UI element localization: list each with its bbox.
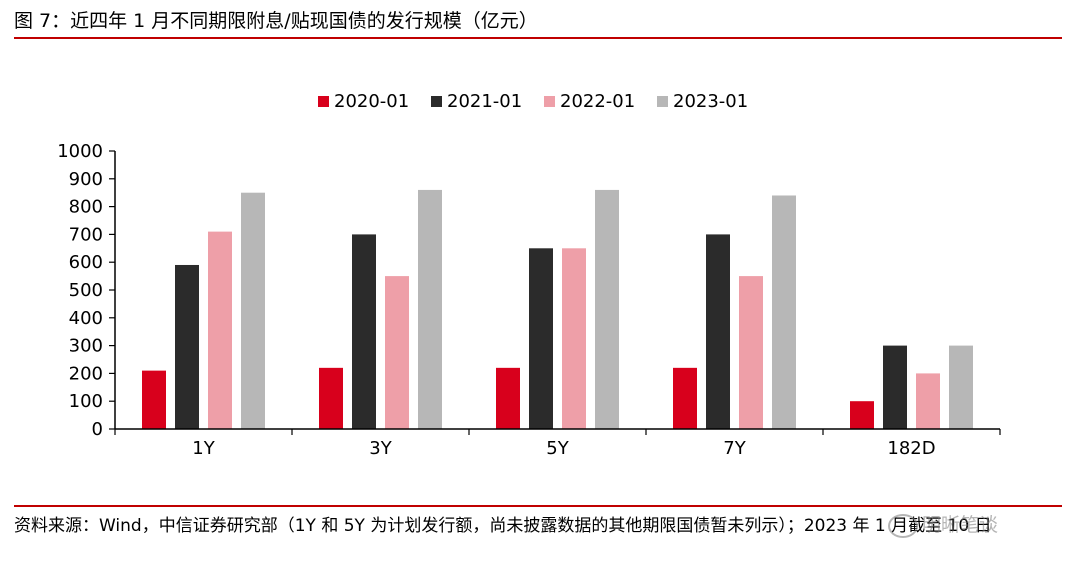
legend-label: 2023-01 [673, 91, 748, 112]
bars [142, 189, 973, 429]
legend-swatch [544, 96, 555, 107]
bar [739, 276, 763, 429]
bar-chart: 2020-01 2021-01 2022-01 2023-01 0 100 200 300 4… [57, 91, 1001, 459]
bar [352, 234, 376, 429]
y-tick-label: 900 [69, 169, 103, 190]
wechat-icon [888, 513, 918, 538]
x-tick-label: 7Y [723, 438, 746, 459]
bar [916, 373, 940, 429]
source-rule [14, 505, 1062, 507]
x-tick-label: 182D [887, 438, 935, 459]
bar [241, 192, 265, 429]
y-tick-label: 200 [69, 363, 103, 384]
bar [949, 345, 973, 429]
title-rule [14, 37, 1062, 39]
y-tick-label: 300 [69, 336, 103, 357]
y-tick-label: 800 [69, 197, 103, 218]
y-tick-label: 600 [69, 252, 103, 273]
bar [496, 367, 520, 429]
y-axis: 0 100 200 300 400 500 600 700 800 900 1000 [57, 141, 116, 440]
bar [142, 370, 166, 429]
legend-swatch [318, 96, 329, 107]
legend-label: 2020-01 [334, 91, 409, 112]
bar [418, 189, 442, 429]
x-tick-label: 1Y [192, 438, 215, 459]
legend-label: 2022-01 [560, 91, 635, 112]
bar [850, 401, 874, 429]
chart-legend: 2020-01 2021-01 2022-01 2023-01 [318, 91, 748, 112]
bar [883, 345, 907, 429]
bar [706, 234, 730, 429]
bar [319, 367, 343, 429]
y-tick-label: 100 [69, 391, 103, 412]
bar [385, 276, 409, 429]
x-tick-label: 5Y [546, 438, 569, 459]
bar [595, 189, 619, 429]
bar [673, 367, 697, 429]
legend-swatch [431, 96, 442, 107]
legend-label: 2021-01 [447, 91, 522, 112]
y-tick-label: 700 [69, 224, 103, 245]
y-tick-label: 1000 [57, 141, 103, 162]
bar [208, 231, 232, 429]
y-tick-label: 400 [69, 308, 103, 329]
bar [175, 264, 199, 429]
figure-title: 图 7：近四年 1 月不同期限附息/贴现国债的发行规模（亿元） [14, 10, 538, 32]
watermark: 明晰笔谈 [888, 510, 998, 538]
watermark-text: 明晰笔谈 [922, 514, 999, 536]
y-tick-label: 0 [92, 419, 103, 440]
source-note: 资料来源：Wind，中信证券研究部（1Y 和 5Y 为计划发行额，尚未披露数据的… [14, 516, 992, 536]
bar [772, 195, 796, 429]
x-tick-label: 3Y [369, 438, 392, 459]
legend-swatch [657, 96, 668, 107]
bar [529, 248, 553, 429]
y-tick-label: 500 [69, 280, 103, 301]
x-axis: 1Y 3Y 5Y 7Y 182D [114, 428, 1001, 459]
bar [562, 248, 586, 429]
